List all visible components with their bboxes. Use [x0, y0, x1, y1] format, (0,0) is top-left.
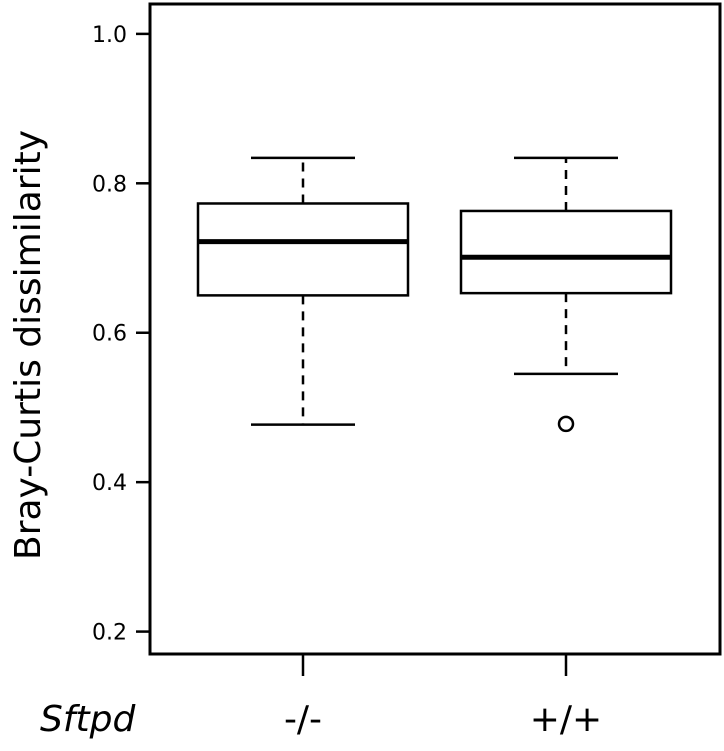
- iqr-box: [459, 209, 673, 295]
- y-tick-label: 0.6: [92, 322, 127, 347]
- y-axis: 0.2 0.4 0.6 0.8 1.0: [92, 23, 150, 646]
- x-axis: -/- +/+: [284, 654, 602, 740]
- x-tick-label: +/+: [530, 699, 602, 740]
- y-tick-label: 1.0: [92, 23, 127, 48]
- y-axis-title: Bray-Curtis dissimilarity: [8, 130, 49, 560]
- outlier-point: [557, 415, 575, 433]
- y-tick-label: 0.8: [92, 172, 127, 197]
- group-label: Sftpd: [40, 699, 136, 740]
- plot-frame: [148, 2, 722, 656]
- iqr-box: [196, 202, 410, 297]
- box-group: [196, 156, 410, 426]
- box-group: [459, 156, 673, 433]
- y-tick-label: 0.4: [92, 471, 127, 496]
- y-tick-label: 0.2: [92, 621, 127, 646]
- boxes: [196, 156, 673, 433]
- x-tick-label: -/-: [284, 699, 322, 740]
